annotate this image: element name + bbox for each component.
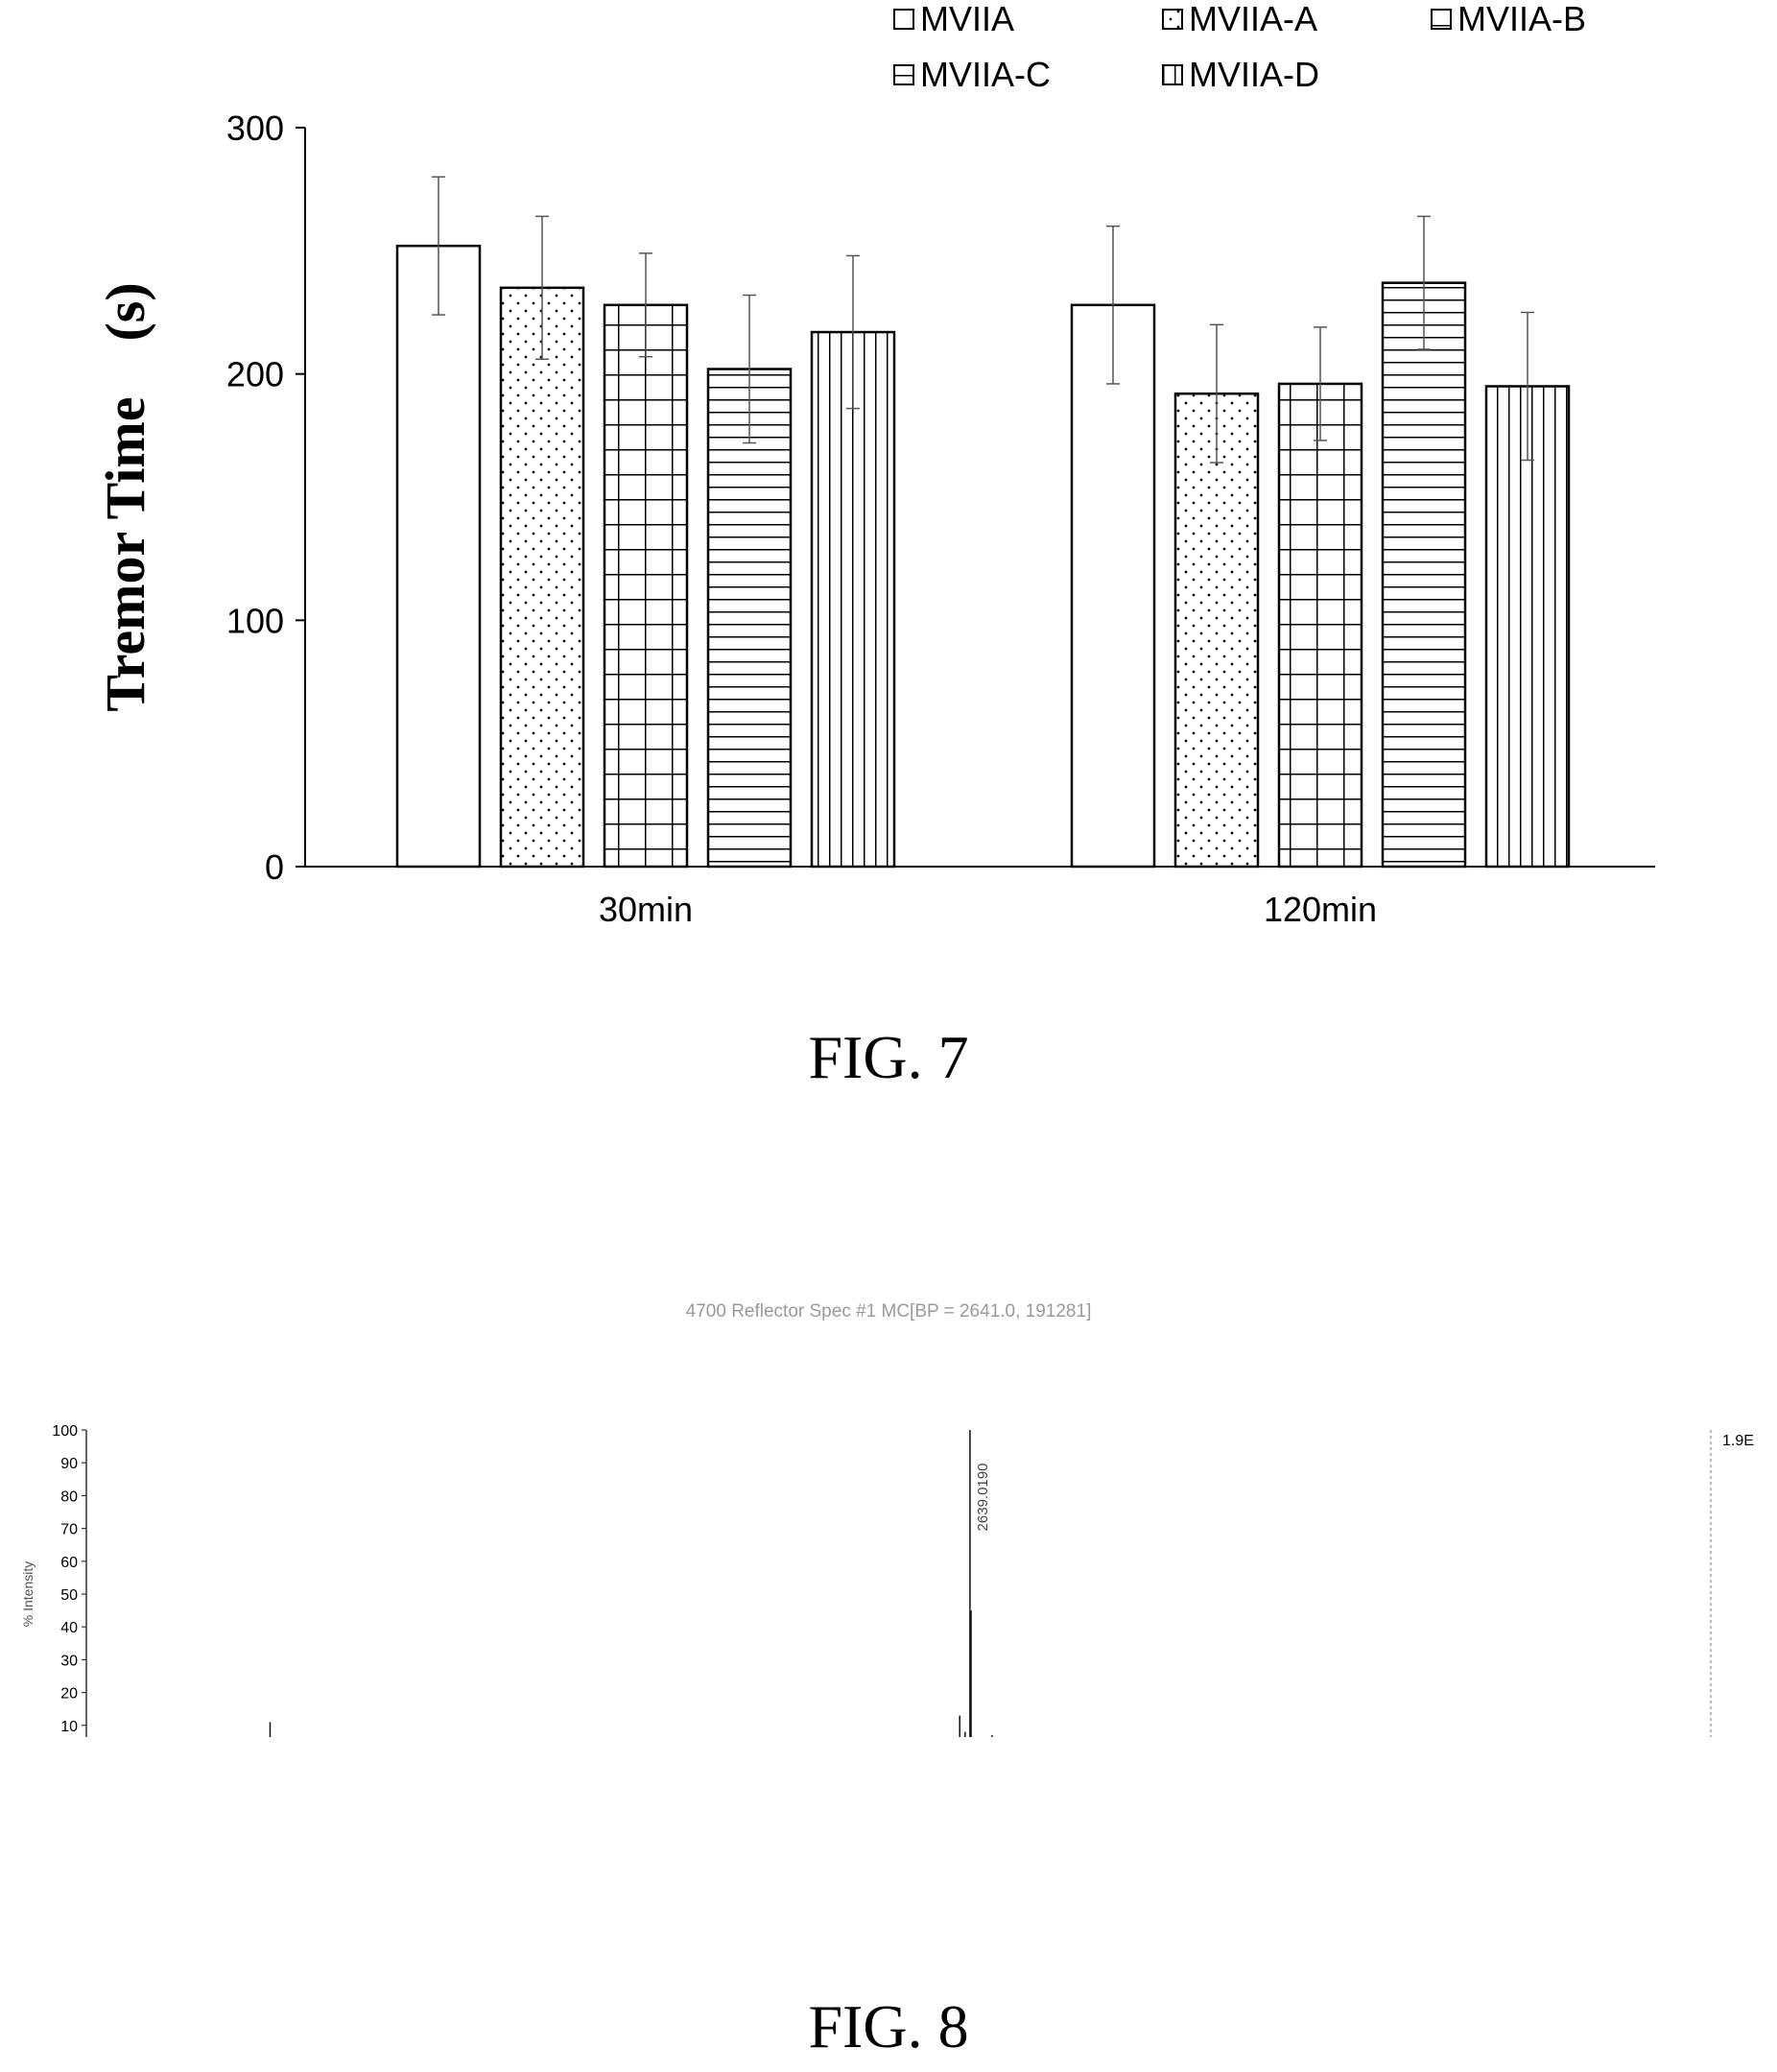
y-tick-label: 40 (60, 1620, 78, 1636)
y-tick-label: 80 (60, 1489, 78, 1505)
legend-label: MVIIA (920, 0, 1014, 38)
fig7-bar-chart: 0 100 200 300 Tremor Time (s) 30min 120min MVI… (94, 0, 1655, 929)
legend-swatch (1162, 9, 1183, 30)
bar (395, 244, 482, 869)
figure-7-caption: FIG. 7 (808, 1023, 969, 1091)
legend-label: MVIIA-B (1457, 0, 1586, 38)
figure-8-caption: FIG. 8 (808, 1992, 969, 2060)
bar (706, 368, 793, 869)
y-tick-label: 200 (226, 355, 284, 394)
y-axis-title: Tremor Time (s) (94, 282, 156, 711)
intensity-scale-label: 1.9E (1722, 1433, 1754, 1449)
x-category-label: 30min (599, 890, 693, 929)
legend-swatch (893, 9, 914, 30)
y-tick-label: 60 (60, 1555, 78, 1571)
y-tick-label: 70 (60, 1522, 78, 1538)
bar (1381, 281, 1467, 869)
y-tick-label: 10 (60, 1719, 78, 1735)
legend-label: MVIIA-A (1189, 0, 1317, 38)
bar (499, 286, 585, 869)
bar (1173, 392, 1260, 869)
bar (810, 330, 896, 869)
bar (1484, 385, 1571, 869)
legend-label: MVIIA-C (920, 55, 1051, 94)
bar (1070, 303, 1156, 869)
y-tick-label: 20 (60, 1686, 78, 1703)
legend-label: MVIIA-D (1189, 55, 1319, 94)
y-tick-label: 300 (226, 108, 284, 148)
y-tick-label: 90 (60, 1456, 78, 1472)
bar (1277, 382, 1363, 869)
y-tick-label: 50 (60, 1587, 78, 1604)
y-tick-label: 100 (226, 601, 284, 640)
x-category-label: 120min (1264, 890, 1377, 929)
bar (603, 303, 689, 869)
legend-swatch (1431, 9, 1452, 30)
y-axis-title: % Intensity (20, 1561, 36, 1627)
peak-label: 2639.0190 (975, 1464, 991, 1532)
legend-swatch (1162, 64, 1183, 85)
spectrum-title: 4700 Reflector Spec #1 MC[BP = 2641.0, 1… (686, 1301, 1092, 1322)
y-tick-label: 100 (52, 1423, 78, 1440)
y-tick-label: 0 (265, 847, 284, 887)
fig8-spectrum-chart: 4700 Reflector Spec #1 MC[BP = 2641.0, 1… (20, 1301, 1754, 1737)
y-tick-label: 30 (60, 1653, 78, 1669)
legend-swatch (893, 64, 914, 85)
